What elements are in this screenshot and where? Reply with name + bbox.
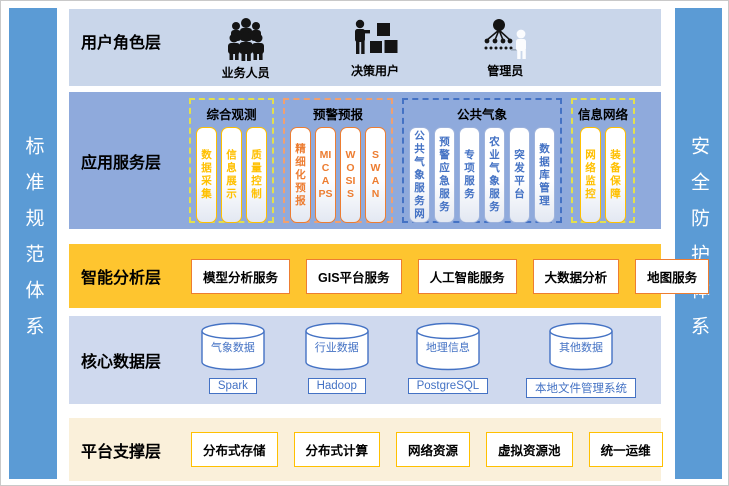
data-store: 气象数据 Spark (200, 322, 266, 398)
group-integrated-observation: 综合观测 数据采集 信息展示 质量控制 (189, 98, 274, 223)
database-cylinder: 气象数据 (200, 322, 266, 372)
platform-service-box: 分布式存储 (191, 432, 278, 467)
service-groups: 综合观测 数据采集 信息展示 质量控制 预警预报 精细化预报 MICAPS WO… (189, 98, 661, 223)
group-name: 公共气象 (456, 108, 507, 122)
analysis-service-box: 地图服务 (635, 258, 710, 294)
analysis-service-box: 模型分析服务 (191, 258, 291, 294)
group-name: 信息网络 (578, 108, 629, 122)
database-cylinder: 地理信息 (415, 322, 481, 372)
service-pill: 农业气象服务 (484, 127, 505, 223)
service-pill: 精细化预报 (290, 127, 311, 223)
tech-box: 本地文件管理系统 (526, 378, 637, 398)
cylinder-icon (201, 322, 265, 371)
service-pill: 专项服务 (459, 127, 480, 223)
layer-core-data: 核心数据层 气象数据 Spark (69, 316, 661, 404)
service-pill: 突发平台 (509, 127, 530, 223)
data-store: 行业数据 Hadoop (304, 322, 370, 398)
service-pill: 数据采集 (196, 127, 217, 223)
decision-user-icon (354, 19, 398, 54)
role-label: 决策用户 (350, 64, 399, 78)
platform-service-box: 网络资源 (396, 432, 471, 467)
service-pill: WOSIS (340, 127, 361, 223)
database-cylinder: 其他数据 (548, 322, 614, 372)
service-pill: 装备保障 (605, 127, 626, 223)
layer-stack: 用户角色层 (69, 9, 710, 481)
cylinder-icon (416, 322, 480, 371)
platform-service-box: 统一运维 (588, 432, 663, 467)
roles-row: 业务人员 (181, 17, 661, 81)
group-pills: 公共气象服务网 预警应急服务 专项服务 农业气象服务 突发平台 数据库管理 (409, 127, 555, 223)
role-admin: 管理员 (480, 17, 530, 81)
admin-hierarchy-icon (484, 19, 527, 59)
service-pill: SWAN (365, 127, 386, 223)
layer-title-app-services: 应用服务层 (81, 154, 162, 172)
service-pill: 网络监控 (580, 127, 601, 223)
layer-title-analysis: 智能分析层 (81, 270, 162, 287)
layer-user-roles: 用户角色层 (69, 9, 661, 86)
layer-analysis: 智能分析层 模型分析服务 GIS平台服务 人工智能服务 大数据分析 地图服务 (69, 244, 710, 308)
group-pills: 数据采集 信息展示 质量控制 (196, 127, 267, 223)
database-label: 地理信息 (425, 342, 470, 354)
database-label: 气象数据 (210, 342, 255, 354)
role-label: 管理员 (487, 64, 524, 78)
group-name: 预警预报 (312, 108, 363, 122)
business-staff-icon (227, 18, 264, 61)
service-pill: 公共气象服务网 (409, 127, 430, 223)
group-warning-forecast: 预警预报 精细化预报 MICAPS WOSIS SWAN (283, 98, 393, 223)
layer-title-platform: 平台支撑层 (81, 443, 162, 461)
service-pill: 数据库管理 (534, 127, 555, 223)
layer-platform: 平台支撑层 分布式存储 分布式计算 网络资源 虚拟资源池 统一运维 (69, 418, 663, 481)
role-business-staff: 业务人员 (222, 17, 270, 81)
role-label: 业务人员 (221, 66, 270, 80)
role-decision-user: 决策用户 (351, 17, 399, 81)
service-pill: MICAPS (315, 127, 336, 223)
analysis-services-row: 模型分析服务 GIS平台服务 人工智能服务 大数据分析 地图服务 (191, 258, 710, 294)
platform-service-box: 分布式计算 (293, 432, 381, 467)
service-pill: 信息展示 (221, 127, 242, 223)
layer-app-services: 应用服务层 综合观测 数据采集 信息展示 质量控制 预警预报 精细化预报 MIC… (69, 92, 661, 229)
layer-title-core-data: 核心数据层 (81, 354, 162, 371)
analysis-service-box: GIS平台服务 (306, 258, 402, 294)
database-label: 行业数据 (314, 342, 359, 354)
analysis-service-box: 人工智能服务 (417, 258, 517, 294)
left-pillar-standards: 标准规范体系 (9, 8, 57, 479)
tech-box: Spark (208, 378, 257, 394)
layer-title-user-roles: 用户角色层 (81, 35, 162, 52)
service-pill: 预警应急服务 (434, 127, 455, 223)
group-pills: 网络监控 装备保障 (578, 127, 628, 223)
tech-box: PostgreSQL (407, 378, 489, 394)
right-pillar-label: 安全防护体系 (688, 135, 709, 352)
group-pills: 精细化预报 MICAPS WOSIS SWAN (290, 127, 386, 223)
data-store: 地理信息 PostgreSQL (407, 322, 489, 398)
cylinder-icon (549, 322, 613, 371)
group-info-network: 信息网络 网络监控 装备保障 (571, 98, 636, 223)
data-stores-row: 气象数据 Spark 行业数据 Hadoop (181, 322, 661, 398)
left-pillar-label: 标准规范体系 (22, 135, 44, 352)
database-label: 其他数据 (559, 342, 604, 354)
group-name: 综合观测 (206, 108, 257, 122)
analysis-service-box: 大数据分析 (532, 258, 620, 294)
platform-services-row: 分布式存储 分布式计算 网络资源 虚拟资源池 统一运维 (191, 432, 663, 467)
group-public-meteorology: 公共气象 公共气象服务网 预警应急服务 专项服务 农业气象服务 突发平台 数据库… (402, 98, 562, 223)
database-cylinder: 行业数据 (304, 322, 370, 372)
tech-box: Hadoop (307, 378, 366, 394)
right-pillar-security: 安全防护体系 (675, 8, 722, 479)
data-store: 其他数据 本地文件管理系统 (526, 322, 637, 398)
cylinder-icon (305, 322, 369, 371)
service-pill: 质量控制 (246, 127, 267, 223)
platform-service-box: 虚拟资源池 (486, 432, 573, 467)
